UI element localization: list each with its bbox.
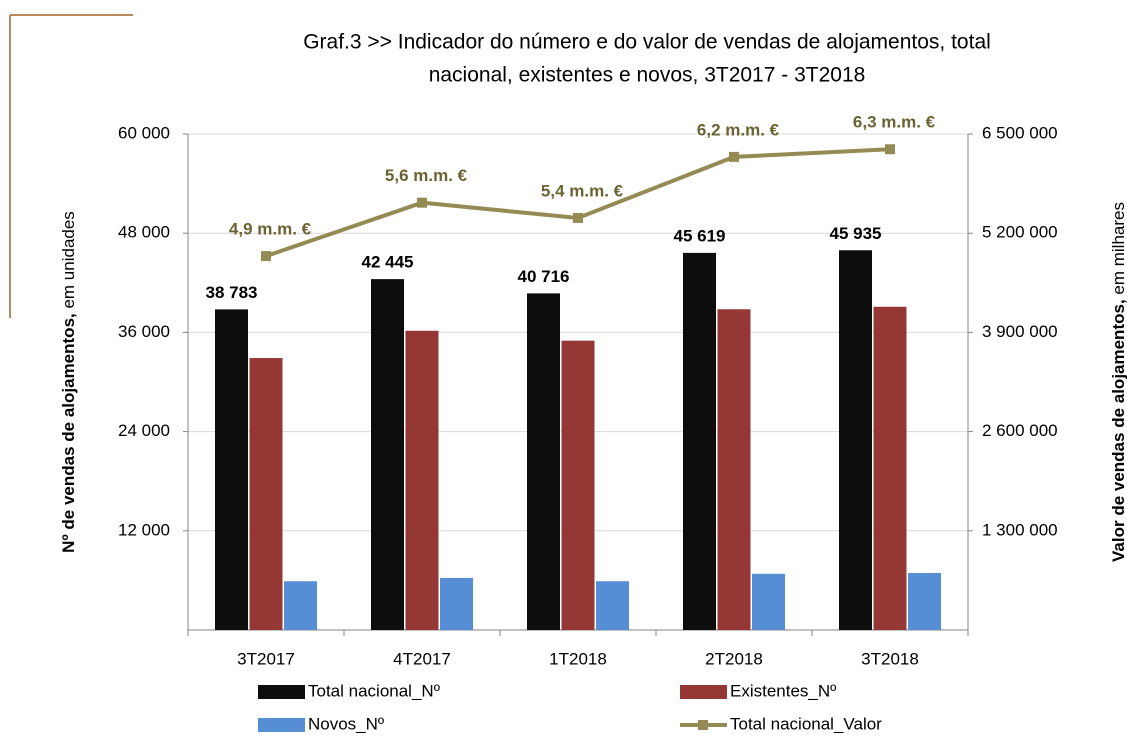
bar-value-label: 45 619 — [674, 226, 726, 245]
y-tick-label: 36 000 — [118, 322, 170, 341]
legend-swatch — [258, 685, 305, 699]
legend-label: Total nacional_Valor — [730, 714, 882, 733]
bar — [908, 572, 941, 630]
bar — [596, 581, 629, 630]
legend-label: Existentes_Nº — [730, 681, 836, 700]
line-value-label: 5,6 m.m. € — [385, 166, 468, 185]
line-value-label: 6,2 m.m. € — [697, 120, 780, 139]
y-axis-title-part: em unidades — [59, 211, 78, 308]
bar-value-label: 42 445 — [362, 253, 414, 272]
y2-tick-label: 5 200 000 — [982, 223, 1058, 242]
x-tick-label: 4T2017 — [393, 649, 451, 668]
line-value-label: 6,3 m.m. € — [853, 113, 936, 132]
line-marker — [573, 212, 583, 223]
bar-value-label: 40 716 — [518, 267, 570, 286]
chart-title: Graf.3 >> Indicador do número e do valor… — [303, 31, 991, 54]
legend-swatch — [698, 720, 708, 730]
bar — [215, 309, 248, 630]
line-marker — [417, 197, 427, 208]
line-value-label: 5,4 m.m. € — [541, 181, 624, 200]
legend-swatch — [680, 685, 727, 699]
bar — [839, 250, 872, 630]
y-tick-label: 12 000 — [118, 520, 170, 539]
line-marker — [729, 151, 739, 162]
x-tick-label: 2T2018 — [705, 649, 763, 668]
line-marker — [885, 144, 895, 155]
bar — [405, 330, 439, 630]
y2-axis-title-part: Valor de vendas de alojamentos, — [1109, 299, 1127, 562]
legend-label: Total nacional_Nº — [308, 681, 440, 700]
y-tick-label: 24 000 — [118, 421, 170, 440]
line — [265, 147, 891, 258]
y2-tick-label: 3 900 000 — [982, 322, 1058, 341]
y-tick-label: 60 000 — [118, 123, 170, 142]
bar — [440, 577, 473, 630]
bar — [752, 573, 785, 630]
bar — [249, 358, 283, 630]
bar — [873, 306, 907, 630]
line-marker — [261, 251, 271, 262]
bar — [717, 309, 751, 630]
x-tick-label: 3T2018 — [861, 649, 919, 668]
bar — [561, 340, 595, 630]
y2-tick-label: 1 300 000 — [982, 520, 1058, 539]
y2-tick-label: 2 600 000 — [982, 421, 1058, 440]
chart-title: nacional, existentes e novos, 3T2017 - 3… — [429, 64, 866, 87]
bar-value-label: 45 935 — [830, 224, 882, 243]
y2-axis-title: Valor de vendas de alojamentos, em milha… — [1109, 202, 1127, 562]
x-tick-label: 3T2017 — [237, 649, 295, 668]
bar — [683, 252, 716, 630]
bar-value-label: 38 783 — [206, 283, 258, 302]
bar — [284, 581, 317, 630]
line-value-label: 4,9 m.m. € — [229, 220, 312, 239]
y-axis-title: Nº de vendas de alojamentos, em unidades — [59, 211, 78, 553]
x-tick-label: 1T2018 — [549, 649, 607, 668]
y-axis-title-part: Nº de vendas de alojamentos, — [59, 313, 78, 553]
y2-tick-label: 6 500 000 — [982, 123, 1058, 142]
legend-swatch — [258, 718, 305, 732]
y-tick-label: 48 000 — [118, 223, 170, 242]
bar — [371, 279, 404, 630]
y2-axis-title-part: em milhares — [1109, 202, 1127, 295]
legend-label: Novos_Nº — [308, 714, 384, 733]
bar — [527, 293, 560, 630]
